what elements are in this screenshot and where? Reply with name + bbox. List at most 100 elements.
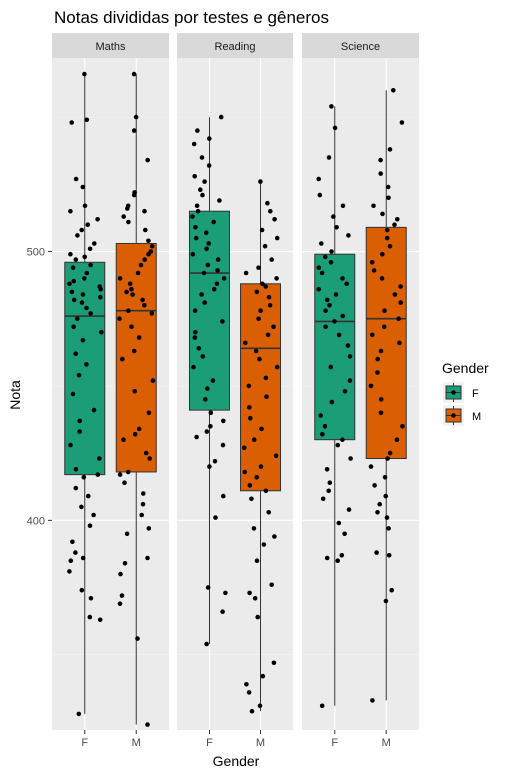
data-point	[73, 257, 79, 262]
data-point	[126, 219, 131, 225]
data-point	[88, 311, 93, 316]
data-point	[380, 251, 385, 257]
data-point	[98, 286, 103, 292]
data-point	[73, 550, 78, 555]
data-point	[340, 203, 346, 209]
data-point	[136, 335, 142, 340]
data-point	[251, 437, 257, 443]
data-point	[378, 171, 384, 176]
data-point	[326, 488, 332, 494]
data-point	[86, 493, 91, 499]
facet-strip-label: Maths	[96, 41, 126, 53]
data-point	[335, 558, 341, 563]
box-maths-m	[115, 71, 157, 727]
facet-strip	[302, 33, 419, 58]
data-point	[274, 235, 280, 241]
data-point	[211, 219, 216, 225]
data-point	[82, 203, 88, 209]
data-point	[329, 249, 334, 254]
data-point	[369, 332, 375, 338]
data-point	[73, 485, 79, 491]
data-point	[131, 128, 137, 133]
data-point	[256, 265, 261, 271]
data-point	[205, 585, 211, 590]
data-point	[206, 163, 212, 168]
data-point	[317, 192, 323, 198]
data-point	[342, 389, 348, 394]
data-point	[377, 501, 383, 507]
data-point	[207, 136, 212, 141]
data-point	[142, 208, 147, 214]
data-point	[340, 276, 345, 281]
data-point	[77, 429, 82, 434]
data-point	[396, 316, 401, 322]
data-point	[87, 523, 93, 528]
data-point	[342, 531, 347, 537]
data-point	[208, 410, 214, 416]
data-point	[203, 397, 208, 402]
data-point	[139, 512, 144, 518]
data-point	[143, 227, 148, 233]
data-point	[347, 378, 353, 383]
data-point	[138, 262, 144, 268]
data-point	[323, 324, 328, 330]
data-point	[205, 262, 211, 268]
data-point	[323, 254, 328, 260]
data-point	[269, 582, 275, 588]
data-point	[269, 257, 275, 262]
data-point	[243, 270, 249, 276]
data-point	[247, 483, 253, 488]
data-point	[370, 698, 375, 703]
data-point	[80, 292, 86, 297]
data-point	[190, 214, 195, 219]
data-point	[220, 609, 225, 614]
data-point	[263, 488, 269, 494]
data-point	[248, 415, 253, 421]
data-point	[192, 335, 198, 340]
data-point	[257, 703, 263, 709]
data-point	[132, 432, 138, 437]
data-point	[142, 257, 147, 262]
data-point	[75, 316, 80, 322]
data-point	[84, 270, 90, 276]
data-point	[375, 356, 381, 362]
data-point	[395, 217, 400, 222]
data-point	[340, 437, 345, 443]
data-point	[384, 515, 390, 520]
chart-title: Notas divididas por testes e gêneros	[54, 8, 329, 27]
x-tick-label: M	[132, 737, 141, 749]
data-point	[192, 174, 197, 179]
data-point	[193, 235, 199, 241]
data-point	[124, 289, 129, 295]
data-point	[81, 475, 87, 480]
data-point	[204, 641, 209, 647]
data-point	[73, 467, 79, 472]
data-point	[73, 351, 78, 357]
data-point	[218, 114, 224, 120]
facet-strip-label: Science	[341, 41, 380, 53]
data-point	[378, 410, 384, 416]
data-point	[129, 324, 134, 330]
data-point	[145, 157, 150, 163]
data-point	[378, 348, 384, 354]
data-point	[242, 445, 247, 451]
data-point	[262, 243, 268, 249]
data-point	[371, 203, 376, 209]
data-point	[323, 308, 328, 314]
data-point	[84, 362, 89, 367]
data-point	[193, 329, 198, 335]
data-point	[191, 364, 196, 370]
legend-point	[451, 390, 456, 395]
data-point	[122, 480, 127, 486]
data-point	[347, 354, 353, 359]
legend: Gender FM	[442, 360, 489, 426]
data-point	[195, 128, 200, 133]
data-point	[117, 601, 123, 606]
data-point	[202, 179, 207, 184]
data-point	[272, 217, 277, 222]
data-point	[69, 120, 74, 125]
data-point	[121, 214, 126, 219]
data-point	[71, 278, 77, 284]
data-point	[249, 496, 254, 502]
data-point	[207, 464, 212, 469]
